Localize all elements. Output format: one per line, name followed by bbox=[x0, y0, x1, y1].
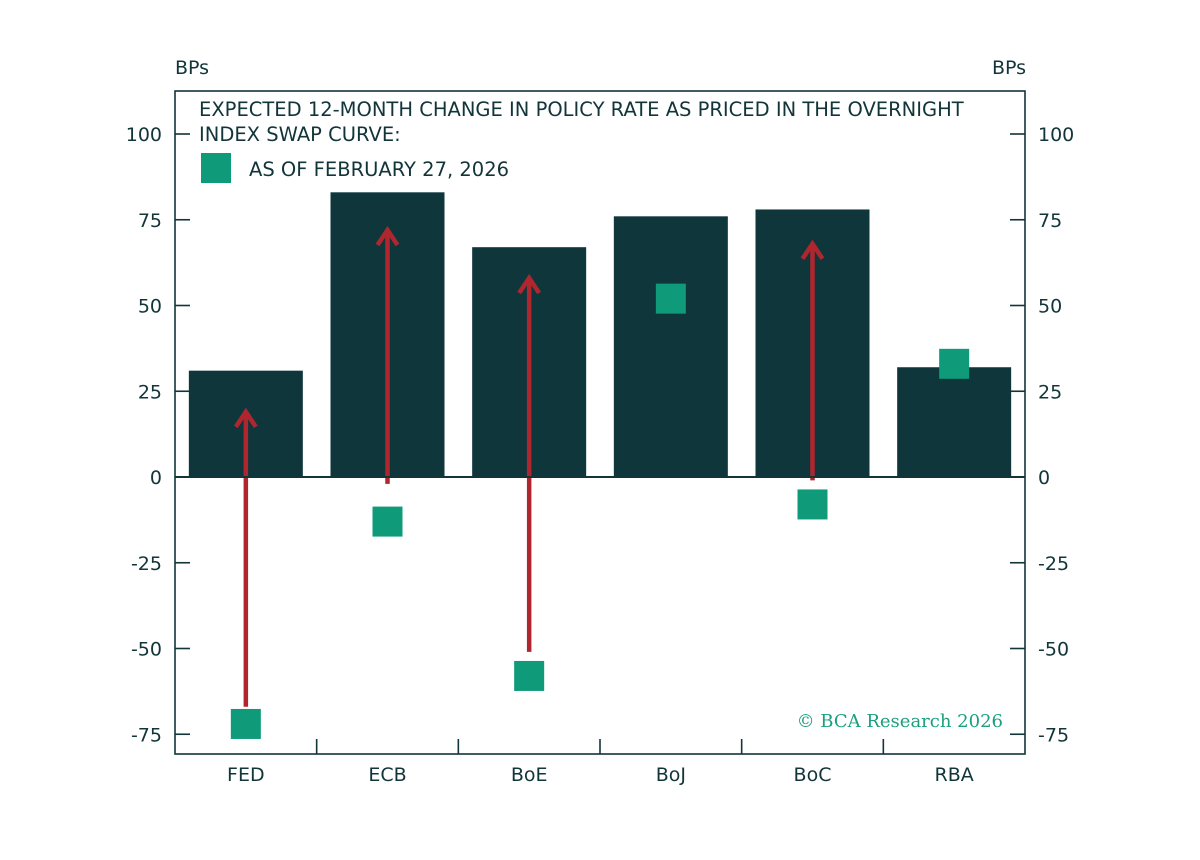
chart-title-line-1: EXPECTED 12-MONTH CHANGE IN POLICY RATE … bbox=[199, 98, 964, 121]
y-tick-label-right: 0 bbox=[1038, 467, 1050, 489]
x-tick-label: BoC bbox=[794, 764, 832, 786]
y-tick-label-left: -25 bbox=[131, 553, 162, 575]
legend-marker bbox=[201, 153, 231, 183]
x-tick-label: RBA bbox=[935, 764, 974, 786]
bar-boj bbox=[613, 216, 728, 477]
y-tick-label-left: -75 bbox=[131, 724, 162, 746]
y-tick-label-right: -75 bbox=[1038, 724, 1069, 746]
y-tick-label-left: 0 bbox=[150, 467, 162, 489]
x-tick-label: ECB bbox=[368, 764, 406, 786]
bars-layer bbox=[188, 192, 1012, 477]
arrow-head-boe bbox=[517, 274, 542, 295]
x-tick-label: BoJ bbox=[656, 764, 686, 786]
y-tick-label-right: 50 bbox=[1038, 296, 1062, 318]
text-layer: BPs BPs EXPECTED 12-MONTH CHANGE IN POLI… bbox=[175, 57, 1026, 732]
x-tick-label: FED bbox=[227, 764, 265, 786]
arrow-head-ecb bbox=[375, 225, 400, 247]
arrow-head-boc bbox=[800, 239, 825, 261]
y-tick-label-right: 100 bbox=[1038, 124, 1074, 146]
marker-boj bbox=[655, 283, 686, 314]
arrow-head-fed bbox=[233, 407, 258, 429]
marker-fed bbox=[230, 708, 261, 739]
marker-boe bbox=[514, 660, 545, 691]
marker-boc bbox=[797, 489, 828, 520]
arrows-layer bbox=[233, 225, 825, 707]
credit-text: © BCA Research 2026 bbox=[797, 711, 1003, 732]
legend-label: AS OF FEBRUARY 27, 2026 bbox=[249, 158, 509, 181]
y-tick-label-right: 75 bbox=[1038, 210, 1062, 232]
marker-ecb bbox=[372, 506, 403, 537]
y-tick-label-left: 100 bbox=[126, 124, 162, 146]
bar-rba bbox=[897, 367, 1012, 477]
chart-title-line-2: INDEX SWAP CURVE: bbox=[199, 123, 401, 146]
y-tick-label-left: 25 bbox=[138, 381, 162, 403]
y-tick-label-right: -25 bbox=[1038, 553, 1069, 575]
y-tick-label-right: 25 bbox=[1038, 381, 1062, 403]
y-tick-label-left: 50 bbox=[138, 296, 162, 318]
y-unit-left: BPs bbox=[175, 57, 209, 79]
x-tick-label: BoE bbox=[511, 764, 548, 786]
markers-layer bbox=[201, 153, 970, 739]
y-tick-label-left: -50 bbox=[131, 639, 162, 661]
y-tick-label-left: 75 bbox=[138, 210, 162, 232]
y-tick-label-right: -50 bbox=[1038, 639, 1069, 661]
y-unit-right: BPs bbox=[992, 57, 1026, 79]
axes-layer: 100 100 75 75 50 50 25 25 0 0 -25 -25 -50 -50 -75 -75 FE… bbox=[126, 124, 1075, 786]
marker-rba bbox=[939, 348, 970, 379]
